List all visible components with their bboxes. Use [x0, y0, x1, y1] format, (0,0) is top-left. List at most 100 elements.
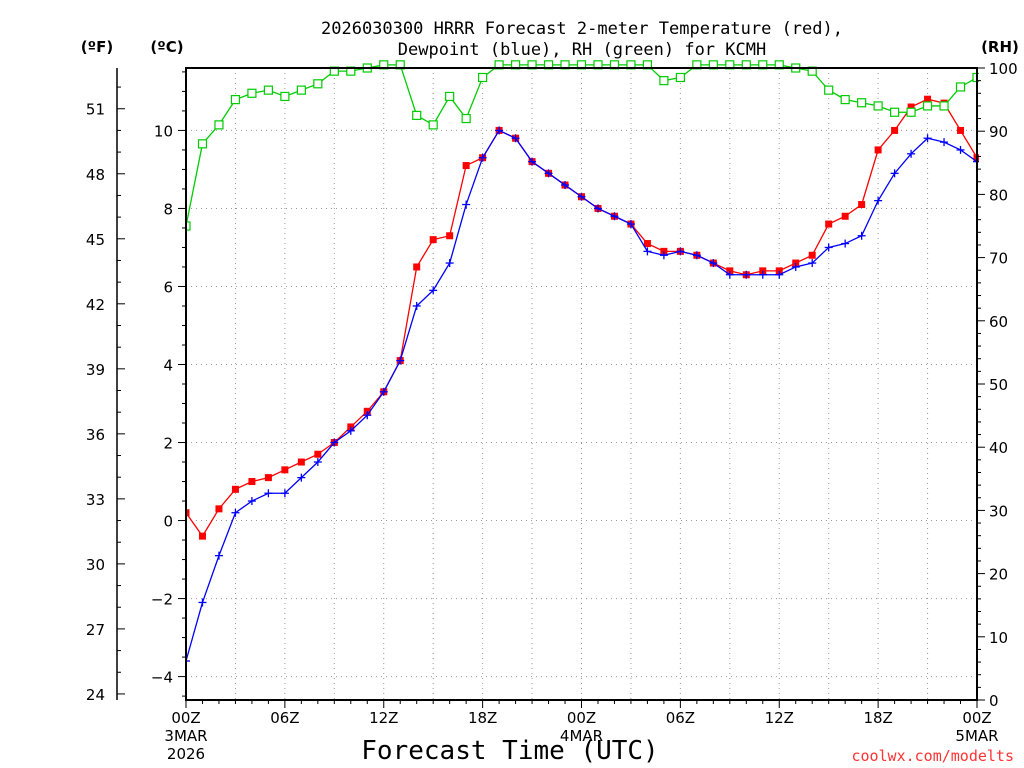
point-rh [659, 76, 669, 86]
point-rh [230, 94, 241, 105]
x-tick-label: 00Z [962, 709, 991, 727]
point-rh [955, 82, 966, 92]
rh-tick-label: 70 [989, 250, 1008, 268]
point-dewpoint [725, 270, 734, 279]
rh-tick-label: 50 [989, 376, 1008, 394]
rh-unit-label: (RH) [981, 38, 1019, 56]
celsius-tick-label: 4 [163, 356, 173, 374]
fahrenheit-tick-label: 48 [86, 166, 105, 184]
point-dewpoint [709, 259, 718, 268]
rh-tick-label: 0 [989, 692, 999, 710]
point-temperature [314, 450, 322, 458]
point-dewpoint [363, 411, 372, 420]
x-tick-label: 12Z [369, 709, 398, 727]
rh-tick-label: 40 [989, 439, 1008, 457]
celsius-tick-label: 2 [163, 435, 173, 453]
point-temperature [413, 263, 421, 271]
point-dewpoint [379, 387, 388, 396]
point-rh [214, 120, 224, 130]
point-dewpoint [593, 204, 602, 213]
point-temperature [297, 458, 305, 466]
point-rh [280, 91, 290, 102]
point-dewpoint [412, 301, 421, 310]
point-rh [840, 94, 850, 105]
point-dewpoint [511, 134, 520, 143]
point-dewpoint [198, 598, 207, 607]
point-dewpoint [214, 551, 223, 560]
point-rh [263, 85, 273, 95]
point-dewpoint [280, 489, 289, 498]
point-rh [197, 139, 208, 149]
celsius-tick-label: 8 [163, 200, 173, 218]
x-tick-label-year: 2026 [167, 745, 205, 763]
point-temperature [198, 532, 206, 540]
point-dewpoint [478, 153, 487, 162]
celsius-unit-label: (ºC) [150, 38, 183, 56]
fahrenheit-tick-label: 33 [86, 491, 105, 509]
point-rh [675, 72, 685, 83]
point-rh [890, 107, 900, 117]
point-rh [428, 120, 438, 130]
fahrenheit-tick-label: 24 [86, 686, 105, 704]
point-dewpoint [313, 458, 322, 467]
point-dewpoint [247, 497, 256, 506]
point-temperature [281, 466, 289, 474]
point-dewpoint [808, 259, 817, 268]
fahrenheit-tick-label: 42 [86, 296, 105, 314]
point-temperature [825, 220, 833, 228]
x-axis-title: Forecast Time (UTC) [361, 736, 658, 766]
point-dewpoint [890, 169, 899, 178]
grid-lines [186, 68, 977, 700]
point-temperature [215, 505, 223, 513]
point-rh [186, 221, 191, 231]
rh-tick-label: 100 [989, 60, 1018, 78]
point-dewpoint [758, 270, 767, 279]
point-temperature [248, 478, 256, 486]
point-dewpoint [429, 286, 438, 295]
point-dewpoint [791, 262, 800, 271]
x-tick-label: 00Z [567, 709, 596, 727]
point-rh [461, 113, 471, 124]
point-dewpoint [907, 149, 916, 158]
series-line-temperature [186, 98, 978, 538]
point-dewpoint [396, 356, 405, 365]
point-temperature [264, 474, 272, 482]
rh-tick-label: 30 [989, 502, 1008, 520]
point-dewpoint [462, 200, 471, 209]
point-rh [906, 107, 916, 117]
point-dewpoint [626, 220, 635, 229]
point-dewpoint [561, 181, 570, 190]
point-rh [412, 110, 422, 121]
fahrenheit-tick-label: 36 [86, 426, 105, 444]
rh-tick-label: 90 [989, 123, 1008, 141]
point-rh [313, 79, 323, 89]
point-dewpoint [692, 251, 701, 260]
point-dewpoint [264, 489, 273, 498]
point-rh [922, 101, 933, 111]
point-temperature [957, 126, 965, 134]
chart-title-line1: 2026030300 HRRR Forecast 2-meter Tempera… [321, 19, 843, 39]
point-temperature [874, 146, 882, 154]
point-dewpoint [659, 251, 668, 260]
fahrenheit-tick-label: 39 [86, 361, 105, 379]
point-temperature [841, 212, 849, 220]
point-rh [873, 101, 883, 111]
point-dewpoint [445, 259, 454, 268]
point-dewpoint [330, 438, 339, 447]
point-dewpoint [577, 192, 586, 201]
rh-tick-label: 60 [989, 313, 1008, 331]
celsius-tick-label: −4 [151, 669, 173, 687]
series-line-dewpoint [186, 129, 978, 662]
point-temperature [924, 95, 932, 103]
x-tick-label: 18Z [863, 709, 892, 727]
rh-tick-label: 10 [989, 629, 1008, 647]
point-dewpoint [610, 212, 619, 221]
point-dewpoint [495, 126, 504, 135]
point-dewpoint [297, 473, 306, 482]
fahrenheit-tick-label: 45 [86, 231, 105, 249]
x-tick-label: 00Z [171, 709, 200, 727]
point-dewpoint [874, 196, 883, 205]
x-tick-label: 12Z [765, 709, 794, 727]
